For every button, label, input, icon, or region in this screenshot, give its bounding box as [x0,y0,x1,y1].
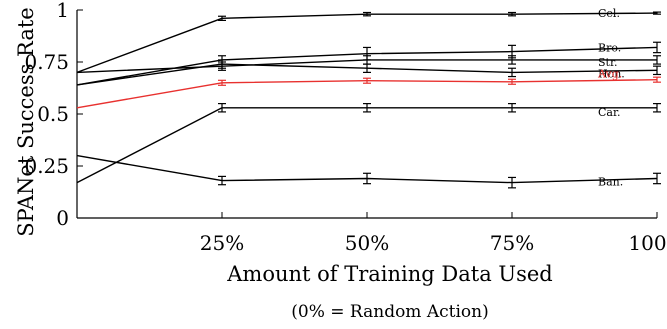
error-bar [218,79,226,86]
error-bar [508,11,516,17]
series-cel: Cel. [76,7,661,74]
chart-axes [76,9,658,219]
series-ban: Ban. [76,154,661,189]
series-label: Cel. [598,7,620,20]
y-tick-label: 0 [56,206,69,230]
x-axis-label: Amount of Training Data Used [226,262,552,286]
series-label: Ban. [598,175,623,188]
error-bar [363,63,371,74]
error-bar [653,172,661,185]
error-bar [508,55,516,65]
series-hon: Hon. [76,59,661,86]
error-bar [363,172,371,185]
x-axis-note: (0% = Random Action) [291,302,488,322]
y-tick-label: 0.75 [24,50,69,74]
tick-labels: 0 0.25 0.5 0.75 1 25% 50% 75% 100% [24,0,667,255]
series-label: Str. [598,56,618,69]
x-tick-label: 25% [200,231,244,255]
error-bar [218,59,226,69]
x-tick-label: 100% [628,231,667,255]
y-tick-label: 0.5 [37,102,69,126]
series-line [76,107,657,184]
series-car: Car. [76,102,661,184]
error-bar [508,176,516,189]
y-axis-label: SPANet Success Rate [14,7,38,236]
error-bar [508,67,516,78]
error-bar [218,175,226,186]
error-bar [363,102,371,113]
y-tick-label: 1 [56,0,69,22]
error-bar [508,102,516,113]
x-tick-label: 50% [345,231,389,255]
x-tick-label: 75% [490,231,534,255]
series-label: Hon. [598,67,625,80]
error-bar [653,55,661,65]
error-bar [653,76,661,83]
error-bar [218,102,226,113]
series-avg: Avg. [76,68,661,109]
series-label: Car. [598,106,621,119]
error-bar [218,15,226,21]
y-tick-label: 0.25 [24,154,69,178]
error-bar [508,78,516,85]
error-bar [363,11,371,17]
error-bar [653,11,661,15]
error-bar [653,65,661,76]
chart-series: Cel. Bro. Str.Hon.Avg. Car. Ban. [76,7,661,189]
error-bar [653,41,661,54]
error-bar [363,77,371,84]
series-label: Avg. [597,68,622,81]
error-bar [653,102,661,113]
series-label: Bro. [598,41,621,54]
